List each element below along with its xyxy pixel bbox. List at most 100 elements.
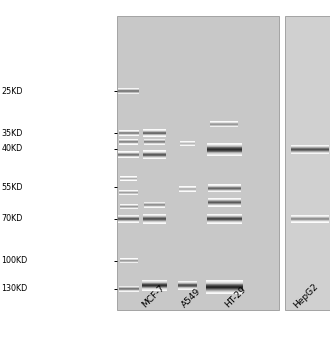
Bar [206,282,243,283]
Bar [208,185,241,186]
Bar [117,16,279,310]
Bar [118,222,140,223]
Bar [143,214,166,215]
Bar [142,284,167,285]
Bar [207,149,242,150]
Bar [208,198,241,199]
Bar [207,216,242,217]
Bar [206,288,243,289]
Bar [178,284,197,285]
Bar [118,221,140,222]
Bar [206,287,243,288]
Text: 100KD: 100KD [2,256,28,265]
Bar [206,284,243,285]
Bar [178,286,197,287]
Bar [143,216,166,217]
Bar [207,216,242,217]
Bar [291,147,329,148]
Bar [207,155,242,156]
Bar [206,287,243,288]
Bar [207,151,242,152]
Bar [291,218,329,219]
Bar [178,281,197,282]
Bar [206,293,243,294]
Bar [178,284,197,285]
Bar [206,285,243,286]
Bar [291,152,329,153]
Text: 40KD: 40KD [2,144,23,153]
Bar [206,283,243,284]
Bar [143,130,166,131]
Bar [143,156,166,157]
Bar [118,216,140,217]
Bar [207,217,242,218]
Bar [206,281,243,282]
Bar [118,217,140,218]
Bar [142,289,167,290]
Bar [207,154,242,155]
Bar [206,291,243,292]
Bar [208,190,241,191]
Bar [206,286,243,287]
Bar [142,287,167,288]
Bar [143,215,166,216]
Bar [143,222,166,223]
Bar [208,205,241,206]
Bar [291,221,329,222]
Bar [207,215,242,216]
Bar [143,135,166,136]
Bar [207,215,242,216]
Bar [291,150,329,151]
Bar [208,190,241,191]
Bar [143,220,166,221]
Text: 70KD: 70KD [2,214,23,223]
Bar [143,132,166,133]
Bar [143,221,166,222]
Bar [291,221,329,222]
Bar [291,215,329,216]
Bar [208,204,241,205]
Bar [207,222,242,223]
Bar [208,204,241,205]
Bar [143,152,166,153]
Bar [143,154,166,155]
Bar [207,145,242,146]
Bar [178,289,197,290]
Bar [291,217,329,218]
Bar [206,289,243,290]
Bar [291,216,329,217]
Bar [208,200,241,201]
Bar [142,280,167,281]
Bar [207,214,242,215]
Bar [118,218,140,219]
Bar [206,280,243,281]
Bar [143,158,166,159]
Bar [118,220,140,221]
Bar [142,288,167,289]
Bar [143,151,166,152]
Bar [207,146,242,147]
Bar [208,205,241,206]
Bar [208,189,241,190]
Bar [178,283,197,284]
Bar [143,130,166,131]
Text: HT-29: HT-29 [223,285,248,310]
Text: HepG2: HepG2 [292,282,320,310]
Bar [291,148,329,149]
Bar [208,191,241,192]
Bar [207,148,242,149]
Bar [207,153,242,154]
Bar [207,222,242,223]
Bar [291,146,329,147]
Bar [206,290,243,291]
Bar [206,289,243,290]
Bar [143,156,166,157]
Bar [178,288,197,289]
Bar [285,16,330,310]
Bar [208,187,241,188]
Bar [143,132,166,133]
Bar [207,219,242,220]
Bar [178,285,197,286]
Bar [291,145,329,146]
Bar [143,152,166,153]
